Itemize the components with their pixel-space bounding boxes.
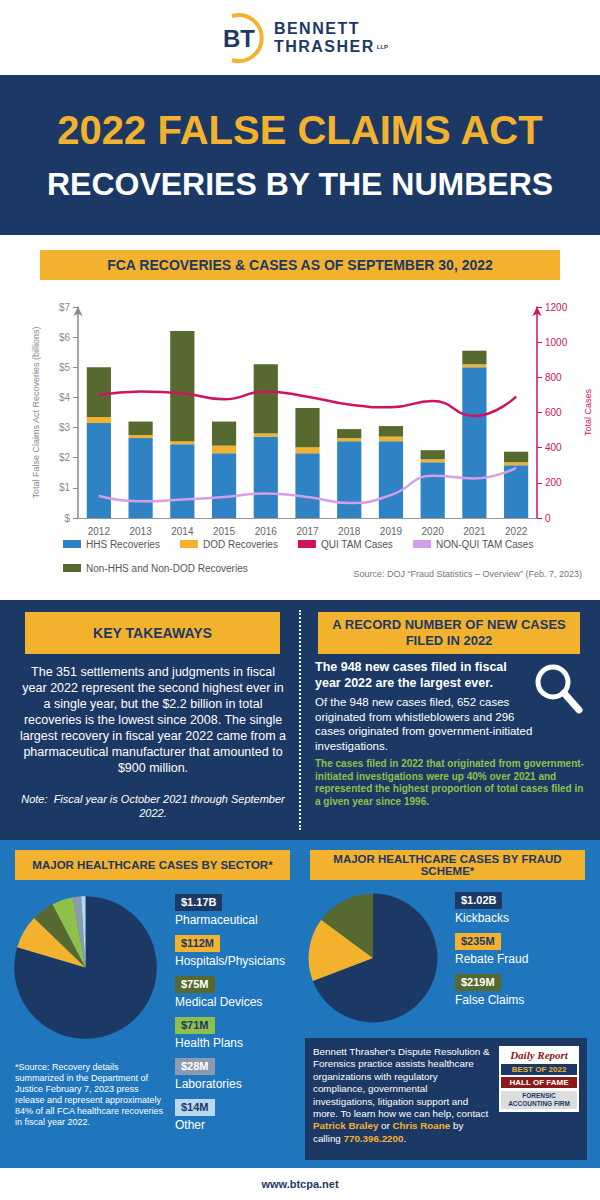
svg-text:2018: 2018 [338,526,361,537]
svg-text:$7: $7 [59,302,71,313]
svg-text:2021: 2021 [463,526,486,537]
svg-text:$1: $1 [59,482,71,493]
html-text:$1.02B: $1.02B [461,894,497,906]
svg-text:0: 0 [545,513,551,524]
svg-text:$3: $3 [59,422,71,433]
html-text:False Claims: False Claims [455,993,525,1007]
html-text:BEST OF 2022: BEST OF 2022 [511,1065,567,1074]
svg-text:Total False Claims Act Recover: Total False Claims Act Recoveries (billi… [31,326,41,498]
svg-text:Total Cases: Total Cases [583,388,593,436]
svg-text:NON-QUI TAM Cases: NON-QUI TAM Cases [436,539,533,550]
svg-text:$6: $6 [59,332,71,343]
html-text:$75M: $75M [181,978,209,990]
html-text:Laboratories: Laboratories [175,1077,242,1091]
html-text:FCA RECOVERIES & CASES AS OF S: FCA RECOVERIES & CASES AS OF SEPTEMBER 3… [107,257,493,273]
html-text:BENNETT: BENNETT [273,19,360,37]
html-text:FORENSIC ACCOUNTING FIRM: FORENSIC ACCOUNTING FIRM [508,1092,570,1107]
html-text:$14M: $14M [181,1101,209,1113]
html-text:$112M: $112M [181,937,214,949]
html-text:THRASHER: THRASHER [273,37,375,55]
html-text:$235M: $235M [461,935,495,947]
html-text:MAJOR HEALTHCARE CASES BY FRAU: MAJOR HEALTHCARE CASES BY FRAUD SCHEME* [333,853,562,877]
svg-text:$4: $4 [59,392,71,403]
html-text:LLP: LLP [376,43,389,50]
svg-text:2016: 2016 [255,526,278,537]
svg-text:2013: 2013 [129,526,152,537]
html-text:Patrick Braley or Chris Roane: Patrick Braley or Chris Roane by calling… [313,1120,464,1144]
html-text:Rebate Fraud: Rebate Fraud [455,952,529,966]
html-text:www.btcpa.net: www.btcpa.net [261,1178,339,1190]
svg-text:2015: 2015 [213,526,236,537]
svg-text:Non-HHS and Non-DOD Recoveries: Non-HHS and Non-DOD Recoveries [86,563,248,574]
html-text:The cases filed in 2022 that o: The cases filed in 2022 that originated … [315,758,584,807]
html-text:$71M: $71M [181,1019,209,1031]
html-text:2022 FALSE CLAIMS ACT: 2022 FALSE CLAIMS ACT [57,108,543,152]
html-text:A RECORD NUMBER OF NEW CASES F: A RECORD NUMBER OF NEW CASES FILED IN 20… [332,617,566,648]
html-text:MAJOR HEALTHCARE CASES BY SECT: MAJOR HEALTHCARE CASES BY SECTOR* [32,859,273,871]
svg-text:800: 800 [545,372,562,383]
svg-text:600: 600 [545,407,562,418]
html-text:Medical Devices: Medical Devices [175,995,263,1009]
svg-text:QUI TAM Cases: QUI TAM Cases [321,539,393,550]
svg-text:400: 400 [545,442,562,453]
html-text:Hospitals/Physicians: Hospitals/Physicians [175,954,285,968]
svg-text:1000: 1000 [545,337,568,348]
html-text:Daily Report: Daily Report [510,1049,568,1061]
html-text:*Source: Recovery details summ: *Source: Recovery details summarized in … [15,1062,164,1127]
html-text:Note: Fiscal year is October 2: Note: Fiscal year is October 2021 throug… [21,793,288,819]
svg-text:$5: $5 [59,362,71,373]
html-text:Bennett Thrasher's Dispute Res: Bennett Thrasher's Dispute Resolution & … [313,1046,490,1119]
html-text:$1.17B: $1.17B [181,896,217,908]
html-text:Pharmaceutical: Pharmaceutical [175,913,258,927]
html-text:KEY TAKEAWAYS: KEY TAKEAWAYS [93,625,212,641]
svg-text:2020: 2020 [422,526,445,537]
html-text:Health Plans: Health Plans [175,1036,243,1050]
html-text:The 948 new cases filed in fis: The 948 new cases filed in fiscal year 2… [315,660,507,690]
html-text:The 351 settlements and judgme: The 351 settlements and judgments in fis… [20,665,286,775]
svg-text:Source: DOJ “Fraud Statistics: Source: DOJ “Fraud Statistics – Overview… [353,569,582,579]
svg-text:1200: 1200 [545,302,568,313]
html-text:Other: Other [175,1118,205,1132]
svg-text:2019: 2019 [380,526,403,537]
html-text:HALL OF FAME: HALL OF FAME [509,1078,569,1087]
svg-text:$2: $2 [59,452,71,463]
html-text:$28M: $28M [181,1060,209,1072]
html-text:RECOVERIES BY THE NUMBERS: RECOVERIES BY THE NUMBERS [46,166,554,202]
svg-text:DOD Recoveries: DOD Recoveries [203,539,278,550]
html-text:Kickbacks: Kickbacks [455,911,509,925]
svg-text:2022: 2022 [505,526,528,537]
svg-text:2012: 2012 [88,526,111,537]
html-text:$219M: $219M [461,976,495,988]
svg-text:200: 200 [545,477,562,488]
svg-text:BT: BT [223,25,255,52]
svg-text:2017: 2017 [296,526,319,537]
svg-text:$: $ [64,513,70,524]
svg-text:2014: 2014 [171,526,194,537]
html-text:Of the 948 new cases filed, 65: Of the 948 new cases filed, 652 cases or… [315,696,533,752]
svg-text:HHS Recoveries: HHS Recoveries [86,539,160,550]
